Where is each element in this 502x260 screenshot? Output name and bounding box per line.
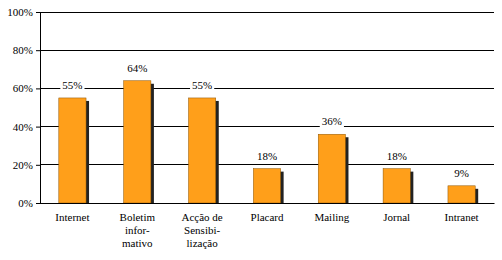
- x-tick-label: Jornal: [383, 211, 410, 223]
- y-tick-mark: [36, 50, 40, 51]
- grid-line: [40, 50, 494, 51]
- x-tick: Internet: [55, 203, 89, 223]
- data-label-bg: [190, 79, 214, 91]
- data-label-bg: [125, 62, 149, 74]
- y-tick-mark: [36, 12, 40, 13]
- data-labels: 55% 64% 55% 18% 36% 18% 9%: [60, 62, 471, 179]
- bars: [59, 81, 478, 203]
- y-tick-label: 100%: [7, 6, 33, 18]
- data-label-bg: [60, 79, 84, 91]
- data-label: 9%: [454, 167, 469, 179]
- x-tick: Mailing: [314, 203, 349, 223]
- x-tick: Placard: [251, 203, 284, 223]
- y-tick-mark: [36, 165, 40, 166]
- bar: [59, 98, 86, 203]
- bar: [383, 169, 410, 203]
- y-tick: 100%: [7, 6, 40, 18]
- y-tick-label: 80%: [13, 44, 33, 56]
- bar: [189, 98, 216, 203]
- data-label: 55%: [62, 79, 82, 91]
- data-label: 36%: [322, 115, 342, 127]
- data-label-bg: [255, 150, 279, 162]
- data-label: 55%: [192, 79, 212, 91]
- x-tick: Intranet: [444, 203, 478, 223]
- bar: [124, 81, 151, 203]
- data-label-bg: [385, 150, 409, 162]
- y-axis-line: [36, 13, 41, 204]
- data-label: 64%: [127, 62, 147, 74]
- y-tick-mark: [36, 127, 40, 128]
- y-tick: 0%: [18, 197, 40, 209]
- x-axis-line: [41, 203, 495, 204]
- y-tick-label: 60%: [13, 82, 33, 94]
- plot: 0% 20% 40% 60% 80% 100% Internet Boletiminfor-m…: [7, 6, 494, 249]
- x-axis: Internet Boletiminfor-mativo Acção deSensi…: [41, 203, 495, 249]
- y-tick: 40%: [13, 121, 40, 133]
- x-tick-label: Placard: [251, 211, 284, 223]
- y-tick: 20%: [13, 159, 40, 171]
- x-tick-label: Mailing: [314, 211, 349, 223]
- y-axis: 0% 20% 40% 60% 80% 100%: [7, 6, 40, 209]
- chart: 0% 20% 40% 60% 80% 100% Internet Boletiminfor-m…: [0, 0, 502, 260]
- x-tick: Boletiminfor-mativo: [120, 203, 156, 249]
- x-tick: Jornal: [383, 203, 410, 223]
- data-label-bg: [320, 115, 344, 127]
- bar: [253, 169, 280, 203]
- bar: [318, 134, 345, 203]
- x-tick-label: Intranet: [444, 211, 478, 223]
- x-tick-label: Boletiminfor-mativo: [120, 211, 156, 249]
- grid-line: [40, 88, 494, 89]
- x-tick-label: Internet: [55, 211, 89, 223]
- grid-line: [40, 12, 494, 13]
- x-tick: Acção deSensibi-lização: [182, 203, 223, 249]
- y-tick: 80%: [13, 44, 40, 56]
- data-label-bg: [452, 167, 471, 179]
- y-tick-mark: [36, 203, 40, 204]
- data-label: 18%: [387, 150, 407, 162]
- y-tick-label: 40%: [13, 121, 33, 133]
- grid-line: [40, 126, 494, 127]
- bar: [448, 186, 475, 203]
- grid: [40, 12, 494, 203]
- grid-line: [40, 164, 494, 165]
- y-tick-mark: [36, 88, 40, 89]
- y-tick: 60%: [13, 82, 40, 94]
- data-label: 18%: [257, 150, 277, 162]
- x-tick-label: Acção deSensibi-lização: [182, 211, 223, 249]
- y-tick-label: 0%: [18, 197, 33, 209]
- y-tick-label: 20%: [13, 159, 33, 171]
